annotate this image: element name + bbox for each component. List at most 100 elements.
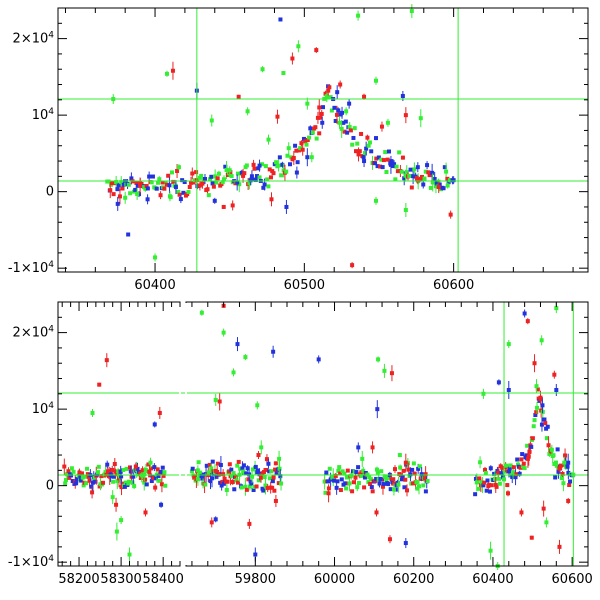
data-point-marker <box>362 151 367 156</box>
data-point-marker <box>217 471 222 476</box>
data-point <box>120 186 125 191</box>
data-point <box>419 174 424 179</box>
data-point-green <box>221 328 226 337</box>
data-point-marker <box>411 481 416 486</box>
data-point-marker <box>83 474 88 479</box>
data-point-marker <box>135 466 140 471</box>
data-point-marker <box>256 478 261 483</box>
data-point-marker <box>403 113 408 118</box>
data-point <box>417 478 422 495</box>
data-point <box>224 483 229 496</box>
data-point-marker <box>356 13 361 18</box>
data-point-marker <box>202 177 207 182</box>
data-point <box>336 468 341 473</box>
data-point-marker <box>209 118 214 123</box>
data-point-red <box>157 406 162 419</box>
data-point-marker <box>220 180 225 185</box>
data-point <box>402 171 407 186</box>
data-point <box>148 466 153 471</box>
data-point <box>253 464 258 469</box>
data-point-marker <box>362 94 367 99</box>
data-point-marker <box>566 471 571 476</box>
data-point-marker <box>119 518 124 523</box>
data-point <box>112 458 117 471</box>
data-point <box>143 477 148 482</box>
data-point-marker <box>211 184 216 189</box>
data-point-marker <box>144 184 149 189</box>
data-point <box>298 146 303 151</box>
data-point <box>348 128 353 133</box>
data-point-marker <box>534 410 539 415</box>
data-point-marker <box>376 155 381 160</box>
data-point-marker <box>392 467 397 472</box>
data-point-marker <box>189 469 194 474</box>
data-point <box>328 95 333 100</box>
data-point-marker <box>143 186 148 191</box>
data-point-marker <box>409 9 414 14</box>
data-point-red <box>379 121 384 132</box>
data-point-marker <box>328 95 333 100</box>
data-point-marker <box>115 187 120 192</box>
data-point-marker <box>505 491 510 496</box>
data-point-marker <box>364 146 369 151</box>
y-tick-label: 104 <box>32 401 55 417</box>
top-guide-lines <box>58 8 588 272</box>
x-tick-label: 59800 <box>235 572 276 587</box>
data-point-marker <box>249 481 254 486</box>
data-point-marker <box>280 162 285 167</box>
data-point <box>167 177 172 194</box>
data-point-marker <box>405 488 410 493</box>
data-point <box>563 448 568 463</box>
data-point <box>124 466 129 471</box>
data-point-marker <box>208 479 213 484</box>
data-point-marker <box>478 460 483 465</box>
data-point-marker <box>502 469 507 474</box>
data-point-marker <box>409 185 414 190</box>
data-point-marker <box>529 444 534 449</box>
data-point-marker <box>304 142 309 147</box>
data-point <box>345 468 350 473</box>
data-point <box>487 489 492 494</box>
data-point-marker <box>381 158 386 163</box>
data-point <box>252 166 257 171</box>
data-point-marker <box>341 120 346 125</box>
data-point-red <box>114 497 119 512</box>
data-point-marker <box>418 116 423 121</box>
data-point-marker <box>441 186 446 191</box>
data-point <box>69 466 74 471</box>
data-point-marker <box>535 387 540 392</box>
data-point <box>187 185 192 190</box>
data-point-marker <box>141 474 146 479</box>
data-point-marker <box>237 182 242 187</box>
data-point-marker <box>317 131 322 136</box>
data-point-marker <box>250 467 255 472</box>
data-point-marker <box>327 466 332 471</box>
data-point-marker <box>147 174 152 179</box>
data-point-blue <box>213 516 218 523</box>
data-point-marker <box>215 470 220 475</box>
x-tick-label: 60400 <box>472 572 513 587</box>
data-point-marker <box>209 520 214 525</box>
data-point-blue <box>566 453 571 472</box>
data-point <box>235 171 240 176</box>
data-point-marker <box>119 474 124 479</box>
data-point-red <box>236 94 241 99</box>
data-point-marker <box>229 174 234 179</box>
data-point <box>422 176 427 181</box>
y-tick-label: 2×104 <box>13 31 55 47</box>
data-point <box>171 179 176 184</box>
data-point-marker <box>80 475 85 480</box>
data-point <box>147 171 152 182</box>
data-point <box>534 410 539 415</box>
data-point <box>304 142 309 147</box>
data-point-marker <box>332 105 337 110</box>
data-point <box>220 180 225 185</box>
data-point-marker <box>270 169 275 174</box>
data-point-marker <box>308 126 313 131</box>
data-point-marker <box>206 193 211 198</box>
data-point <box>274 470 279 475</box>
data-point-blue <box>522 309 527 318</box>
data-point <box>218 480 223 485</box>
data-point-green <box>539 335 544 346</box>
data-point <box>332 478 337 483</box>
